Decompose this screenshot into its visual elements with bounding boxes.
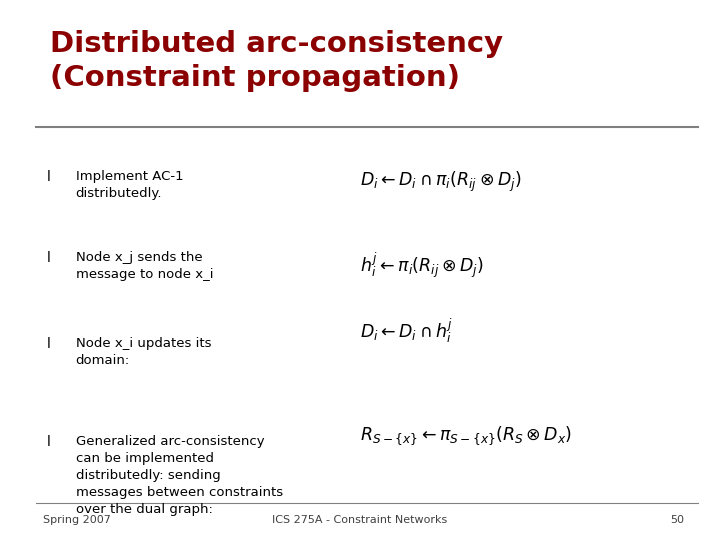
Text: l: l bbox=[47, 435, 50, 449]
Text: $h_i^j \leftarrow \pi_i(R_{ij} \otimes D_j)$: $h_i^j \leftarrow \pi_i(R_{ij} \otimes D… bbox=[360, 251, 484, 281]
Text: Distributed arc-consistency
(Constraint propagation): Distributed arc-consistency (Constraint … bbox=[50, 30, 503, 92]
Text: Generalized arc-consistency
can be implemented
distributedly: sending
messages b: Generalized arc-consistency can be imple… bbox=[76, 435, 283, 516]
Text: Spring 2007: Spring 2007 bbox=[43, 515, 111, 525]
Text: Node x_i updates its
domain:: Node x_i updates its domain: bbox=[76, 338, 211, 368]
Text: $R_{S-\{x\}} \leftarrow \pi_{S-\{x\}}(R_S \otimes D_x)$: $R_{S-\{x\}} \leftarrow \pi_{S-\{x\}}(R_… bbox=[360, 424, 572, 447]
Text: Node x_j sends the
message to node x_i: Node x_j sends the message to node x_i bbox=[76, 251, 213, 281]
Text: l: l bbox=[47, 338, 50, 352]
Text: ICS 275A - Constraint Networks: ICS 275A - Constraint Networks bbox=[272, 515, 448, 525]
Text: 50: 50 bbox=[670, 515, 684, 525]
Text: l: l bbox=[47, 170, 50, 184]
Text: l: l bbox=[47, 251, 50, 265]
Text: $D_i \leftarrow D_i \cap h_i^j$: $D_i \leftarrow D_i \cap h_i^j$ bbox=[360, 316, 453, 345]
Text: $D_i \leftarrow D_i \cap \pi_i(R_{ij} \otimes D_j)$: $D_i \leftarrow D_i \cap \pi_i(R_{ij} \o… bbox=[360, 170, 521, 194]
Text: Implement AC-1
distributedly.: Implement AC-1 distributedly. bbox=[76, 170, 183, 200]
